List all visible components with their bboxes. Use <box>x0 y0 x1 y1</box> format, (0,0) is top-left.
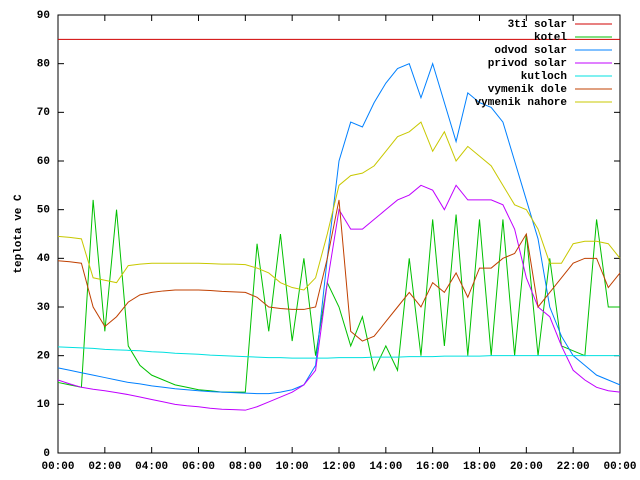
series-line <box>57 199 620 393</box>
x-tick-label: 22:00 <box>557 461 590 473</box>
y-tick-label: 80 <box>37 59 50 71</box>
x-tick-label: 16:00 <box>416 461 449 473</box>
y-tick-label: 50 <box>37 205 50 217</box>
x-tick-label: 20:00 <box>510 461 543 473</box>
y-tick-label: 0 <box>43 448 50 460</box>
y-tick-label: 40 <box>37 253 50 265</box>
legend-label: odvod solar <box>494 45 567 57</box>
series-line <box>57 346 620 359</box>
y-tick-label: 20 <box>37 351 50 363</box>
x-tick-label: 00:00 <box>41 461 74 473</box>
x-tick-label: 08:00 <box>229 461 262 473</box>
legend-label: privod solar <box>488 58 567 70</box>
y-tick-label: 30 <box>37 302 50 314</box>
legend-label: 3ti solar <box>508 19 567 31</box>
y-tick-label: 90 <box>37 10 50 22</box>
y-axis-label: teplota ve C <box>13 194 25 274</box>
legend-label: vymenik nahore <box>475 97 568 109</box>
y-tick-label: 60 <box>37 156 50 168</box>
x-tick-label: 06:00 <box>182 461 215 473</box>
x-tick-label: 10:00 <box>276 461 309 473</box>
x-tick-label: 12:00 <box>322 461 355 473</box>
x-tick-label: 00:00 <box>603 461 636 473</box>
y-tick-label: 10 <box>37 399 50 411</box>
legend-label: kutloch <box>521 71 567 83</box>
x-tick-label: 04:00 <box>135 461 168 473</box>
x-tick-label: 02:00 <box>88 461 121 473</box>
series-line <box>57 199 621 342</box>
x-tick-label: 14:00 <box>369 461 402 473</box>
series-line <box>57 184 621 411</box>
y-tick-label: 70 <box>37 107 50 119</box>
legend-label: vymenik dole <box>488 84 568 96</box>
series-line <box>57 121 621 291</box>
legend-label: kotel <box>534 32 567 44</box>
x-tick-label: 18:00 <box>463 461 496 473</box>
series-line <box>57 62 621 395</box>
